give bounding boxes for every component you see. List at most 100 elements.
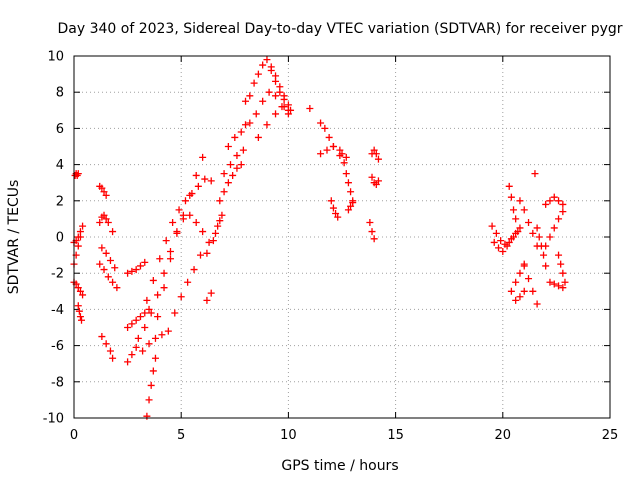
data-point — [542, 242, 550, 250]
series-arc-26 — [246, 88, 292, 127]
data-point — [495, 244, 503, 252]
data-point — [205, 238, 213, 246]
data-point — [100, 188, 108, 196]
data-point — [325, 133, 333, 141]
data-point — [505, 238, 513, 246]
data-point — [74, 170, 82, 178]
data-point — [252, 110, 260, 118]
data-point — [132, 316, 140, 324]
data-point — [370, 146, 378, 154]
data-point — [555, 215, 563, 223]
data-point — [143, 412, 151, 420]
data-point — [263, 56, 271, 64]
series-arc-23 — [220, 146, 247, 178]
data-point — [179, 215, 187, 223]
data-point — [141, 309, 149, 317]
data-point — [329, 143, 337, 150]
data-point — [344, 179, 352, 187]
data-point — [147, 309, 155, 317]
data-point — [102, 215, 110, 223]
data-point — [372, 150, 380, 158]
x-tick-label: 10 — [280, 428, 297, 443]
data-point — [336, 146, 344, 154]
series-arc-47 — [542, 193, 567, 208]
series-arc-31 — [317, 143, 350, 161]
data-point — [503, 242, 511, 250]
series-arc-17 — [143, 354, 159, 420]
data-point — [156, 255, 164, 263]
series-arc-10 — [98, 333, 117, 362]
data-point — [280, 103, 288, 111]
series-arc-12 — [124, 305, 153, 331]
data-point — [96, 260, 104, 268]
data-point — [340, 159, 348, 167]
data-point — [224, 179, 232, 187]
series-arc-06 — [96, 182, 110, 199]
data-point — [128, 267, 136, 275]
data-point — [535, 233, 543, 241]
data-point — [151, 334, 159, 342]
data-point — [203, 296, 211, 304]
data-point — [550, 193, 558, 201]
y-tick-label: 2 — [56, 194, 64, 209]
data-point — [276, 88, 284, 96]
series-arc-07 — [96, 211, 117, 236]
data-point — [79, 291, 87, 299]
data-point — [147, 381, 155, 389]
series-arc-44 — [520, 260, 541, 308]
data-point — [98, 244, 106, 252]
data-point — [78, 316, 86, 324]
data-point — [510, 206, 518, 214]
series-arc-34 — [344, 199, 357, 214]
data-point — [79, 222, 87, 230]
series-arc-20 — [203, 289, 215, 304]
gridlines — [74, 56, 610, 418]
data-point — [106, 257, 114, 265]
data-point — [525, 275, 533, 283]
data-point — [507, 287, 515, 295]
data-point — [218, 211, 226, 219]
data-point — [124, 269, 132, 277]
data-point — [109, 354, 117, 362]
data-point — [136, 313, 144, 321]
data-point — [555, 251, 563, 259]
series-arc-08 — [98, 244, 119, 272]
series-arc-05 — [70, 233, 84, 268]
data-point — [154, 291, 162, 299]
series-arc-49 — [546, 278, 567, 292]
data-point — [280, 95, 288, 103]
data-point — [546, 278, 554, 286]
data-point — [160, 269, 168, 277]
data-point — [96, 219, 104, 227]
data-point — [246, 119, 254, 127]
series-arc-38 — [488, 222, 522, 248]
data-point — [74, 302, 82, 310]
series-arc-32 — [338, 150, 357, 205]
series-arc-13 — [124, 343, 140, 366]
data-point — [546, 197, 554, 205]
y-tick-label: 0 — [56, 231, 64, 246]
data-point — [254, 70, 262, 78]
data-point — [214, 222, 222, 230]
data-point — [550, 280, 558, 288]
data-point — [145, 396, 153, 404]
data-point — [347, 202, 355, 210]
series-arc-29 — [306, 104, 314, 112]
data-point — [372, 181, 380, 189]
data-point — [139, 347, 147, 355]
data-point — [175, 206, 183, 214]
data-point — [323, 146, 331, 154]
data-point — [374, 177, 382, 185]
data-point — [338, 150, 346, 158]
data-point — [194, 182, 202, 190]
data-point — [317, 119, 325, 127]
data-point — [520, 206, 528, 214]
data-point — [239, 146, 247, 154]
data-point — [342, 153, 350, 161]
chart-title: Day 340 of 2023, Sidereal Day-to-day VTE… — [57, 21, 622, 37]
data-point — [220, 170, 228, 178]
data-point — [229, 171, 237, 179]
data-points — [70, 56, 569, 420]
data-point — [342, 170, 350, 178]
data-point — [102, 191, 110, 199]
